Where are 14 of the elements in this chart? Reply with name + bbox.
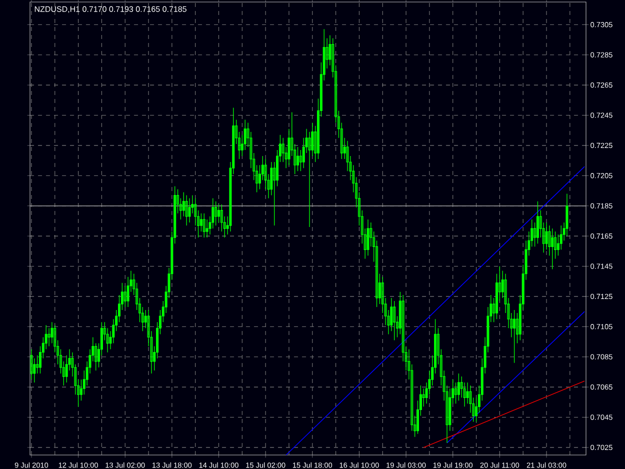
candlestick <box>393 300 396 341</box>
candlestick <box>366 219 370 256</box>
candlestick <box>202 213 206 238</box>
candlestick <box>513 310 516 364</box>
candlestick <box>551 228 554 270</box>
candlestick <box>185 194 188 226</box>
candlestick <box>214 200 218 226</box>
candlestick <box>30 348 33 380</box>
candlestick <box>457 373 460 401</box>
candlestick <box>566 193 568 236</box>
candlestick <box>188 198 191 223</box>
candlestick <box>296 146 300 172</box>
chart-title: NZDUSD,H1 0.7170 0.7193 0.7165 0.7185 <box>34 6 186 13</box>
candlestick <box>536 200 539 244</box>
